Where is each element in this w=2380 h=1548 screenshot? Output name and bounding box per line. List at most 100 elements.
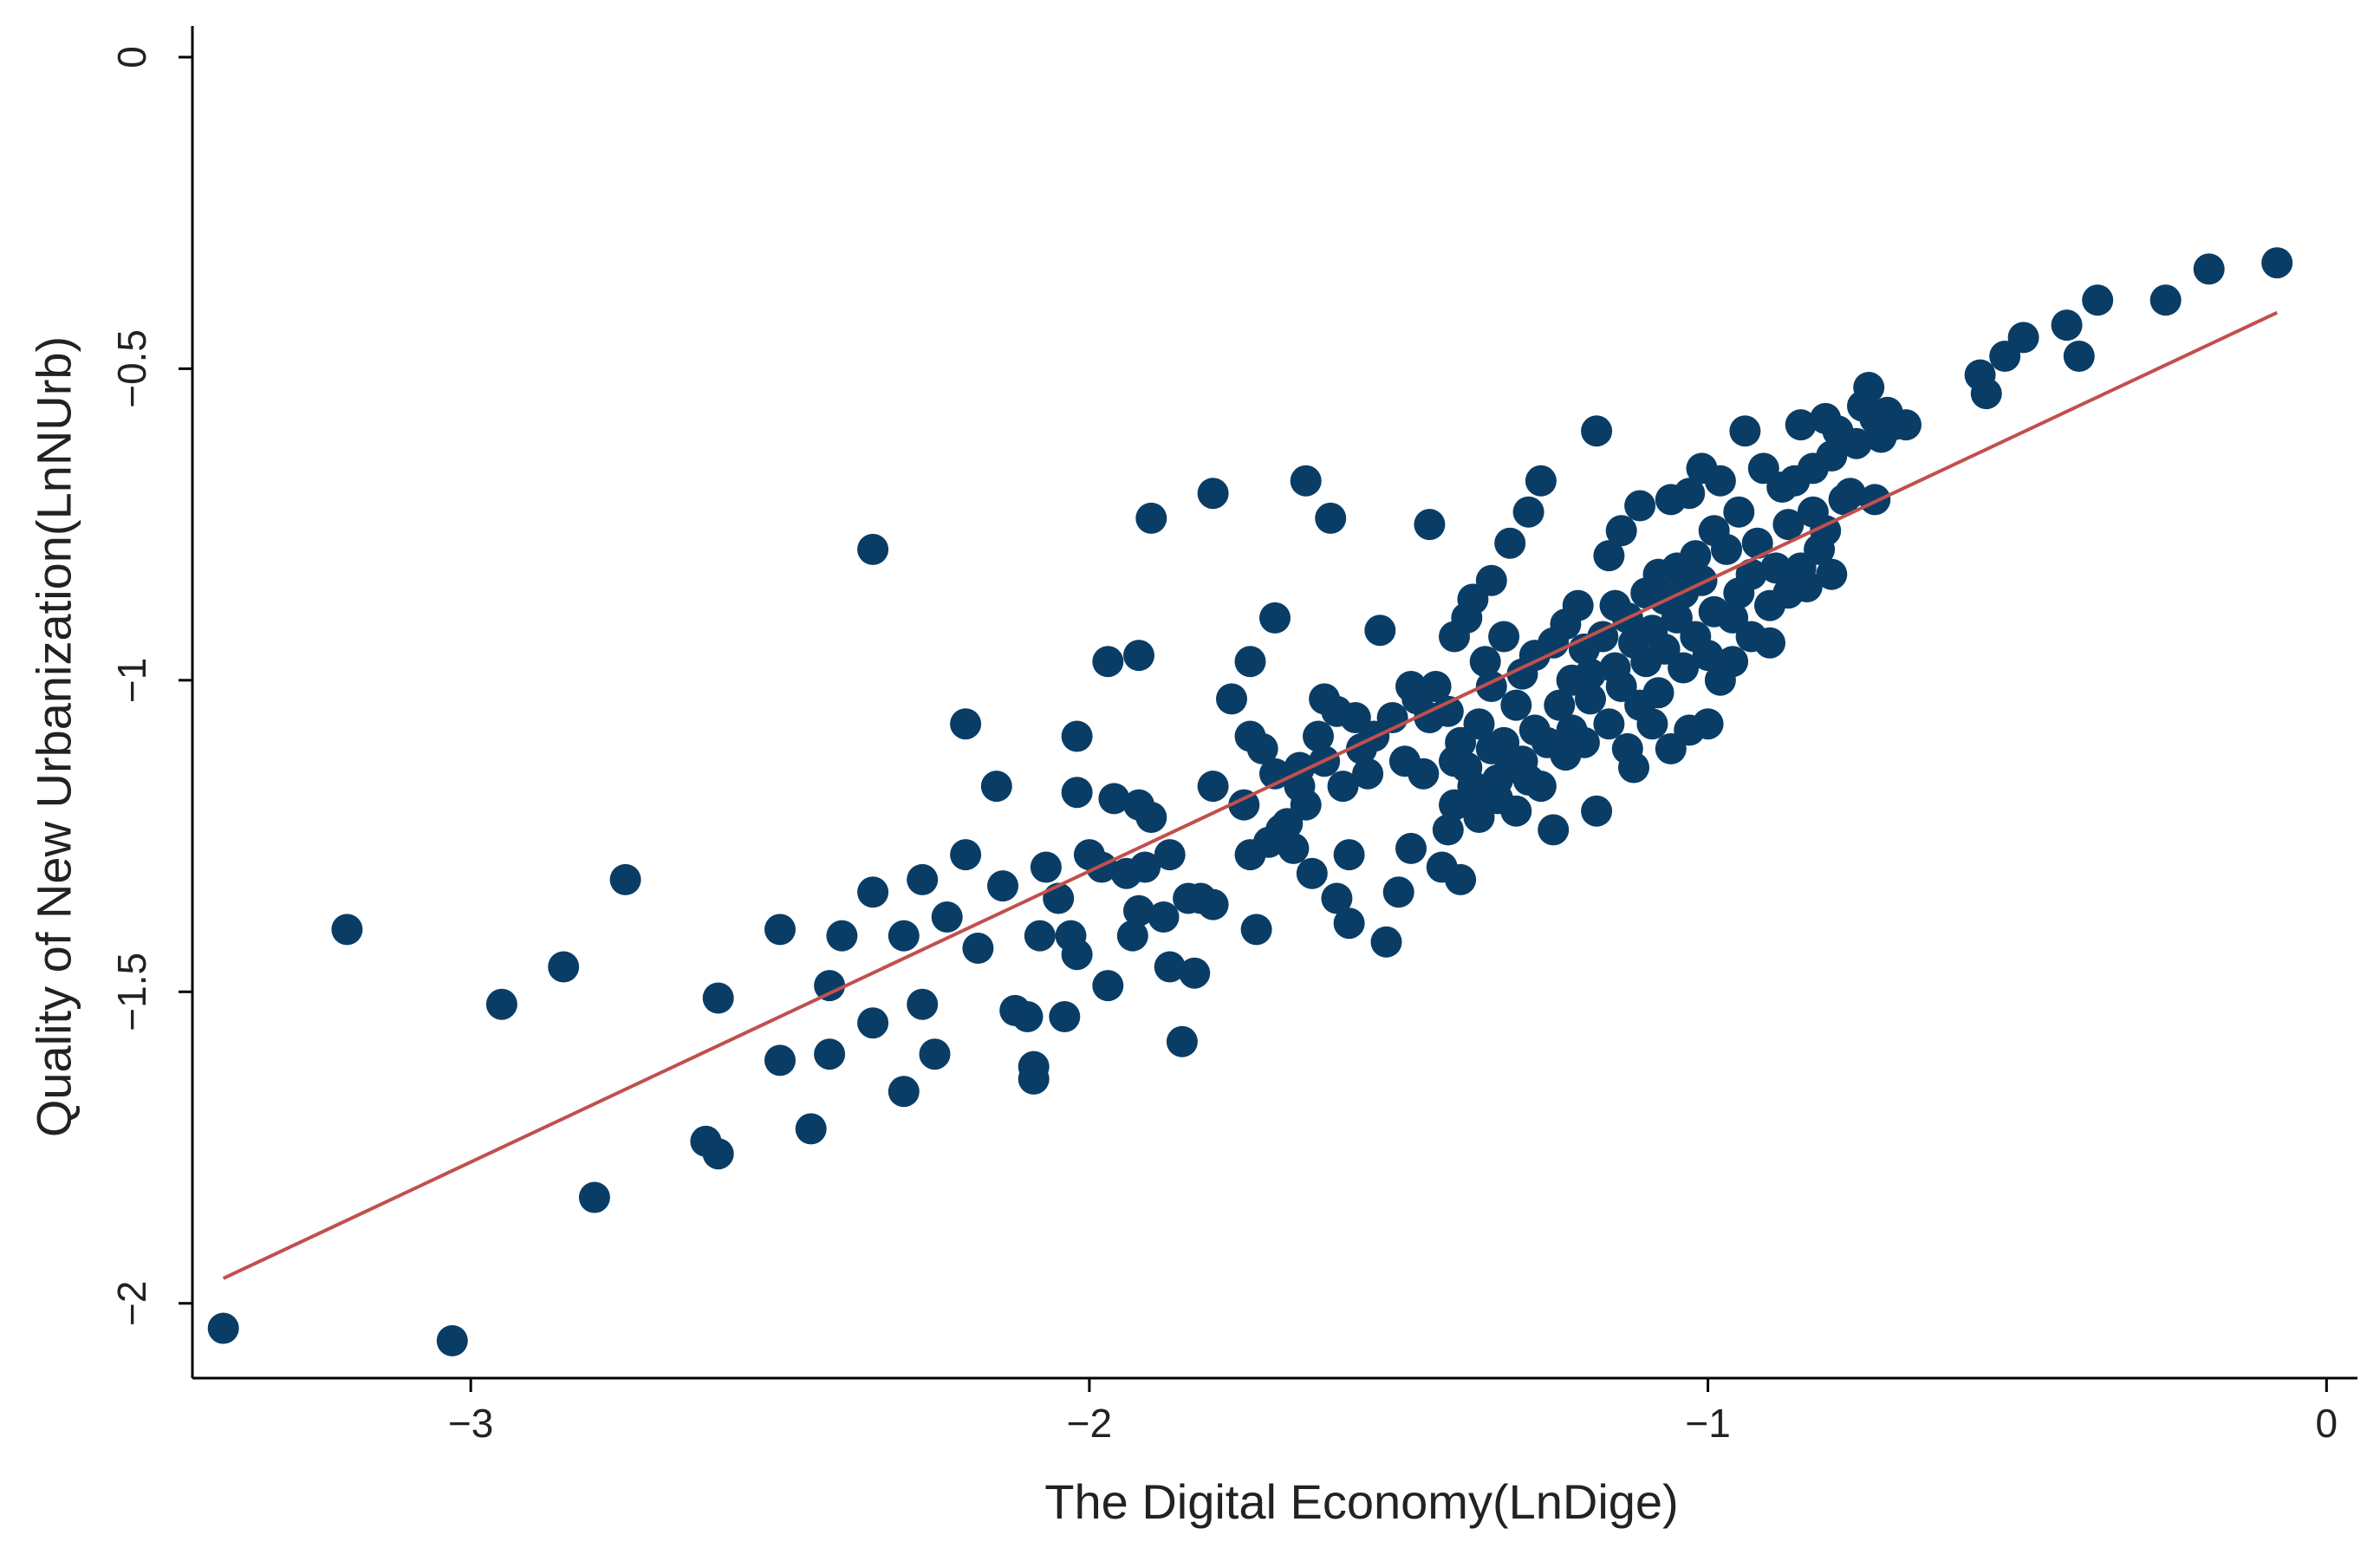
data-point [1321, 882, 1353, 914]
data-point [1432, 695, 1464, 727]
data-point [1234, 646, 1266, 678]
data-point [578, 1181, 610, 1213]
data-point [1575, 658, 1606, 690]
data-point [1711, 533, 1742, 565]
data-point [1754, 627, 1785, 659]
data-point [1333, 907, 1365, 940]
y-tick-label: 0 [109, 46, 154, 68]
data-point [1018, 1063, 1050, 1095]
data-point [436, 1324, 468, 1356]
data-point [1303, 720, 1334, 752]
data-point [1741, 527, 1773, 559]
data-point [207, 1312, 239, 1344]
data-point [1123, 640, 1154, 672]
data-point [2051, 309, 2083, 341]
data-point [1327, 771, 1359, 803]
data-point [1216, 683, 1247, 715]
data-point [1970, 378, 2002, 410]
data-point [1500, 689, 1532, 721]
data-point [1729, 415, 1761, 447]
data-point [1364, 615, 1396, 647]
data-point [485, 988, 517, 1020]
x-axis-title: The Digital Economy(LnDige) [1044, 1474, 1678, 1529]
data-point [764, 1044, 796, 1076]
data-point [1717, 646, 1749, 678]
data-point [1179, 957, 1211, 989]
data-point [1568, 726, 1600, 758]
data-point [702, 1138, 734, 1170]
x-tick-label: −2 [1067, 1401, 1112, 1446]
data-point [888, 1076, 920, 1108]
data-point [1098, 783, 1130, 815]
data-point [1636, 708, 1668, 740]
data-point [987, 870, 1018, 902]
y-tick-label: −1.5 [109, 953, 154, 1031]
data-point [1816, 558, 1848, 590]
data-point [2149, 284, 2182, 316]
data-point [1432, 814, 1464, 846]
data-point [1593, 540, 1625, 572]
data-point [857, 876, 889, 908]
data-point [1624, 490, 1656, 522]
data-point [1197, 888, 1229, 920]
data-point [1116, 920, 1148, 952]
data-point [1890, 409, 1922, 441]
data-point [1581, 795, 1613, 827]
data-point [907, 988, 939, 1020]
data-point [1011, 1001, 1044, 1032]
data-point [888, 920, 920, 952]
data-point [857, 533, 889, 565]
data-points-layer [207, 247, 2293, 1356]
data-point [1692, 708, 1724, 740]
data-point [1704, 465, 1736, 497]
data-point [1463, 708, 1495, 740]
data-point [1593, 708, 1625, 740]
x-tick-label: −3 [448, 1401, 493, 1446]
data-point [1333, 839, 1365, 871]
data-point [1494, 527, 1526, 559]
data-point [1296, 857, 1328, 889]
data-point [1544, 689, 1576, 721]
data-point [2193, 253, 2225, 285]
data-point [1061, 939, 1093, 971]
data-point [1166, 1025, 1198, 1057]
data-point [1538, 814, 1570, 846]
data-point [1760, 552, 1792, 584]
data-point [1488, 621, 1520, 653]
data-point [1512, 496, 1544, 528]
data-point [1735, 558, 1767, 590]
data-point [1445, 863, 1477, 895]
data-point [1240, 914, 1272, 946]
data-point [1562, 589, 1594, 621]
data-point [1154, 839, 1186, 871]
data-point [1061, 777, 1093, 809]
data-point [1618, 751, 1649, 784]
data-point [1315, 502, 1347, 534]
data-point [1475, 564, 1507, 596]
data-point [1692, 640, 1724, 672]
data-point [1469, 646, 1501, 678]
data-point [814, 970, 846, 1002]
data-point [962, 933, 994, 964]
data-point [1154, 951, 1186, 983]
data-point [1581, 415, 1613, 447]
data-point [2261, 247, 2293, 279]
y-axis-title: Quality of New Urbanization(LnNUrb) [27, 336, 81, 1137]
data-point [1785, 409, 1817, 441]
data-point [1290, 465, 1322, 497]
data-point [609, 863, 641, 895]
data-point [1197, 771, 1229, 803]
data-point [795, 1113, 827, 1145]
data-point [1030, 851, 1062, 883]
data-point [1382, 876, 1414, 908]
data-point [1197, 478, 1229, 510]
y-tick-label: −0.5 [109, 329, 154, 408]
data-point [919, 1038, 951, 1070]
data-point [814, 1038, 846, 1070]
data-point [857, 1007, 889, 1039]
data-point [1723, 496, 1755, 528]
data-point [1816, 440, 1848, 472]
data-point [2063, 341, 2095, 372]
data-point [1061, 720, 1093, 752]
